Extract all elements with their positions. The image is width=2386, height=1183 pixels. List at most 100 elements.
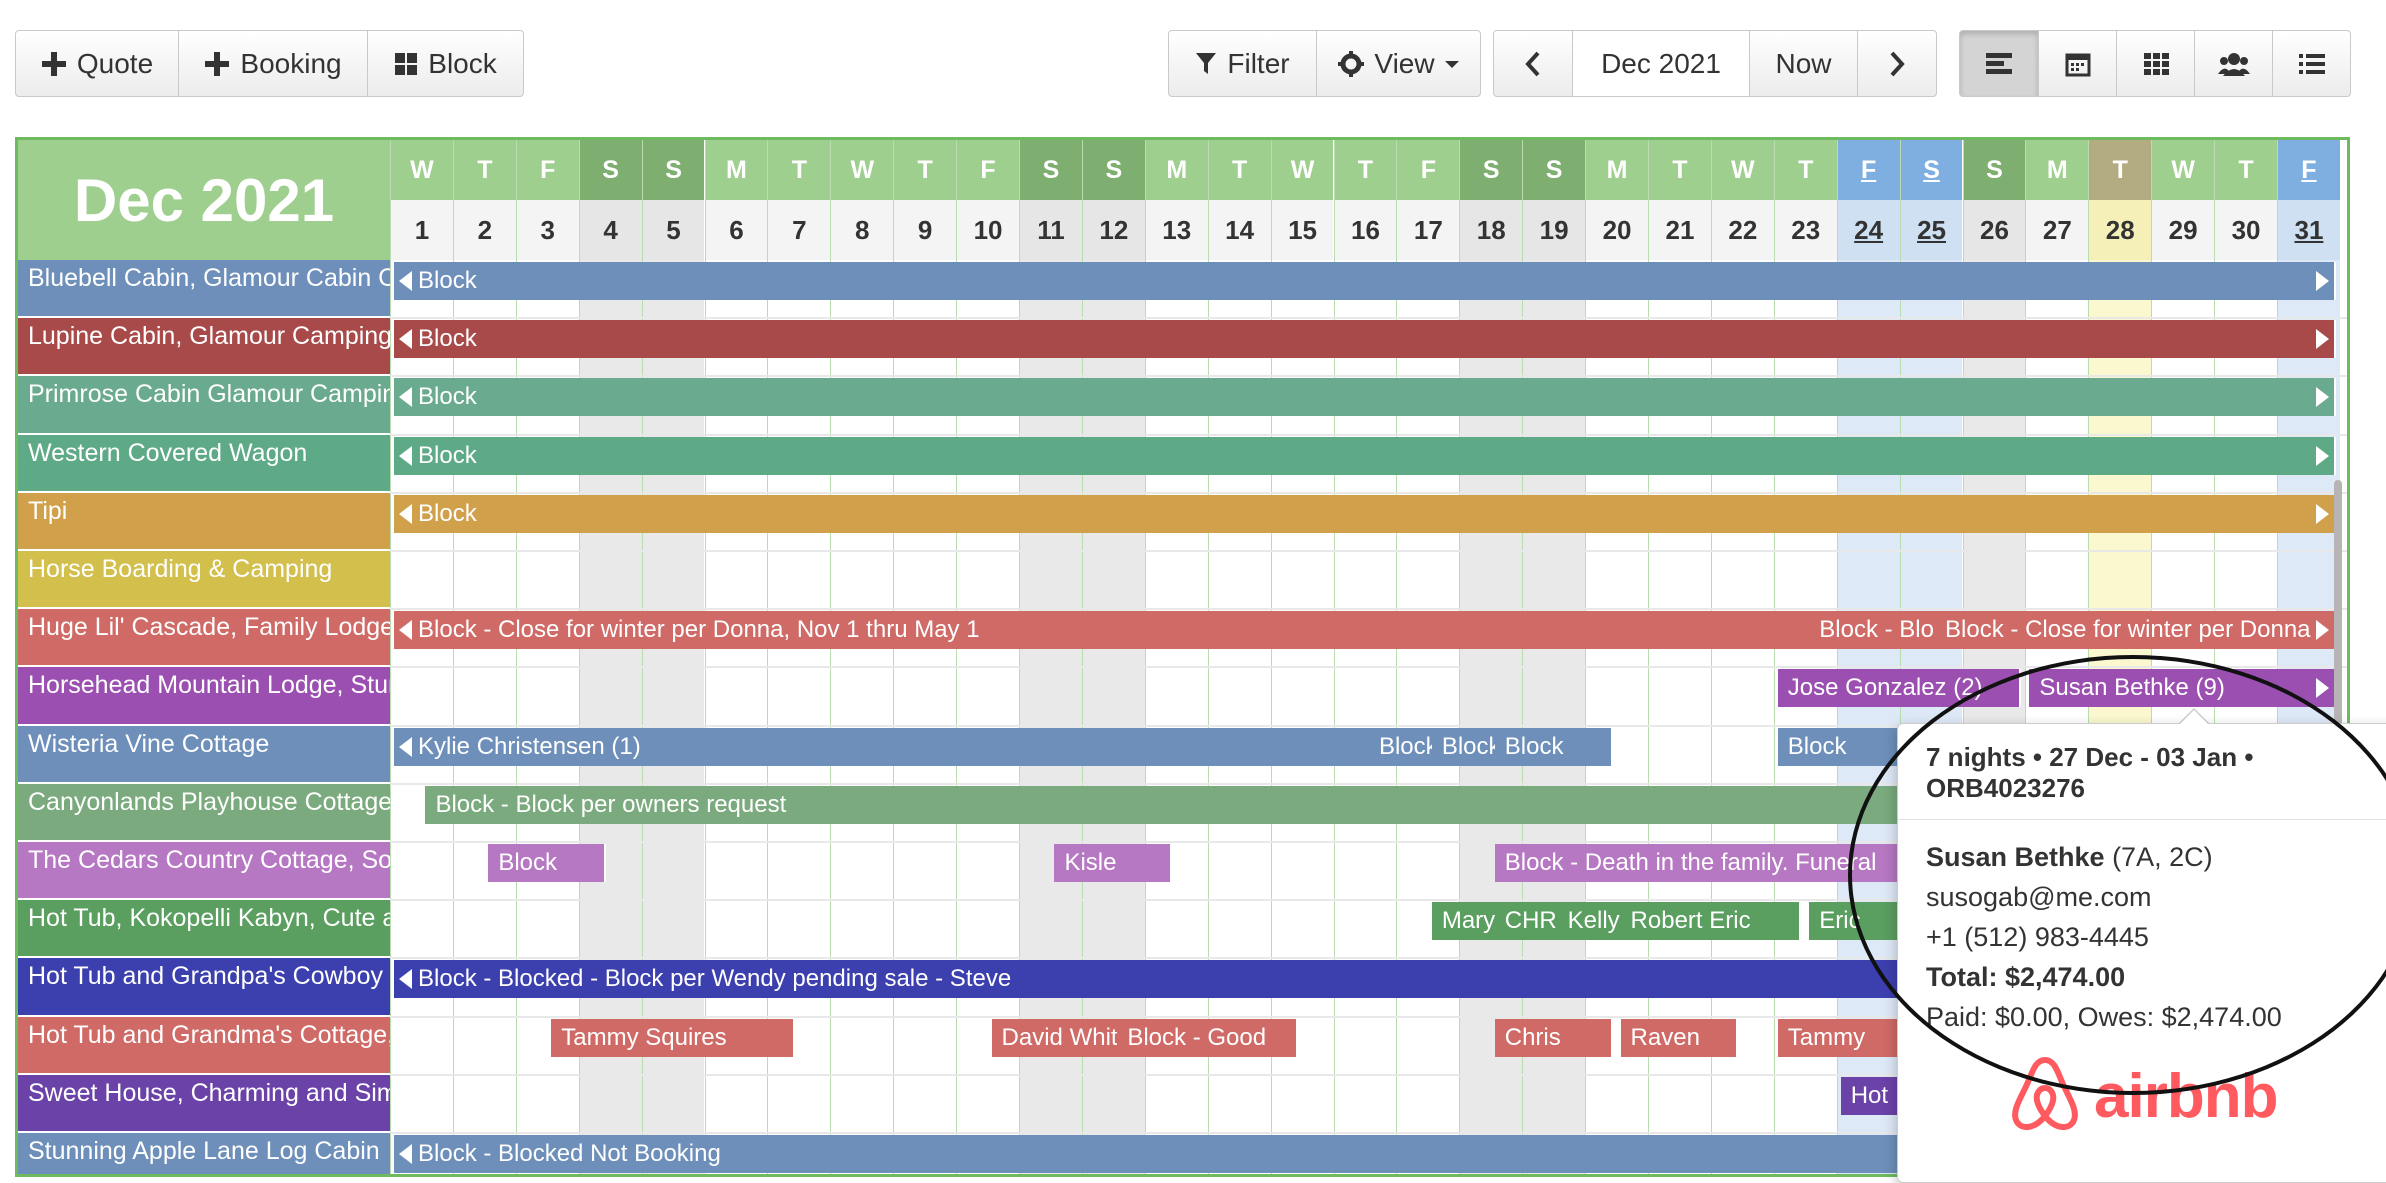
booking-bar-label: Block - Block per owners request: [435, 790, 787, 818]
next-month-button[interactable]: [1857, 30, 1937, 97]
day-number-label[interactable]: 16: [1334, 200, 1397, 260]
booking-bar[interactable]: Block: [394, 494, 2336, 533]
day-number-label[interactable]: 9: [894, 200, 957, 260]
booking-bar[interactable]: Block: [394, 436, 2336, 475]
booking-popover: 7 nights • 27 Dec - 03 Jan • ORB4023276 …: [1897, 723, 2386, 1183]
booking-bar[interactable]: Jose Gonzalez (2): [1777, 669, 2022, 708]
list-view-button[interactable]: [2272, 30, 2351, 97]
day-number-label[interactable]: 26: [1963, 200, 2026, 260]
booking-bar[interactable]: Block - Close for winter per Donna, Nov …: [394, 611, 1865, 650]
day-number-label[interactable]: 13: [1145, 200, 1208, 260]
row-divider: [390, 1073, 2347, 1076]
day-number-label[interactable]: 18: [1460, 200, 1523, 260]
day-number-label[interactable]: 2: [453, 200, 516, 260]
property-row-label[interactable]: Wisteria Vine Cottage: [18, 725, 390, 784]
day-number-label[interactable]: 5: [642, 200, 705, 260]
booking-bar[interactable]: Block - Blocked - Block per Wendy pendin…: [394, 960, 1928, 999]
booking-bar[interactable]: Kisle: [1054, 844, 1173, 882]
day-number-label[interactable]: 25: [1900, 200, 1963, 260]
property-row-label[interactable]: Sweet House, Charming and Simple: [18, 1074, 390, 1133]
property-row-label[interactable]: Lupine Cabin, Glamour Camping, Sleeps: [18, 318, 390, 377]
day-number-label[interactable]: 31: [2278, 200, 2340, 260]
day-number-label[interactable]: 8: [831, 200, 894, 260]
day-number-label[interactable]: 3: [516, 200, 579, 260]
guest-email[interactable]: susogab@me.com: [1926, 882, 2152, 912]
prev-month-button[interactable]: [1493, 30, 1573, 97]
booking-bar[interactable]: Block - Close for winter per Donna: [1935, 611, 2336, 650]
booking-total: Total: $2,474.00: [1926, 962, 2126, 992]
booking-bar[interactable]: Block: [394, 262, 2336, 300]
booking-bar[interactable]: Block - Death in the family. Funeral: [1494, 844, 1928, 882]
booking-bar[interactable]: Block - Blocked Not Booking: [394, 1135, 1928, 1173]
property-row-label[interactable]: Horsehead Mountain Lodge, Stunning: [18, 667, 390, 726]
booking-bar[interactable]: Block - Block per owners request: [425, 785, 1928, 824]
continues-right-icon: [2315, 445, 2329, 466]
booking-bar[interactable]: Block - Good: [1117, 1018, 1299, 1057]
guest-phone[interactable]: +1 (512) 983-4445: [1926, 922, 2149, 952]
booking-bar[interactable]: Block: [394, 320, 2336, 359]
day-number-label[interactable]: 10: [957, 200, 1019, 260]
booking-button[interactable]: Booking: [178, 30, 368, 97]
property-row-label[interactable]: Tipi: [18, 492, 390, 551]
property-row-label[interactable]: Stunning Apple Lane Log Cabin: [18, 1133, 390, 1174]
day-of-week-label: F: [516, 140, 579, 200]
day-number-label[interactable]: 1: [391, 200, 453, 260]
day-number-label[interactable]: 30: [2215, 200, 2277, 260]
day-number-label[interactable]: 23: [1774, 200, 1837, 260]
property-row-label[interactable]: Canyonlands Playhouse Cottage, Sleeps: [18, 783, 390, 842]
current-month-display[interactable]: Dec 2021: [1572, 30, 1750, 97]
property-row-label[interactable]: Huge Lil' Cascade, Family Lodge, Sleeps: [18, 609, 390, 668]
booking-bar[interactable]: Robert Eric: [1620, 902, 1802, 941]
property-row-label[interactable]: Bluebell Cabin, Glamour Cabin Camping: [18, 260, 390, 319]
quote-button[interactable]: Quote: [15, 30, 179, 97]
booking-bar[interactable]: Block: [1494, 727, 1613, 766]
day-number-label[interactable]: 21: [1649, 200, 1711, 260]
view-dropdown[interactable]: View: [1316, 30, 1481, 97]
day-number-label[interactable]: 14: [1208, 200, 1271, 260]
day-number-label[interactable]: 22: [1711, 200, 1774, 260]
guests-view-button[interactable]: [2194, 30, 2273, 97]
day-of-week-label: F: [2278, 140, 2340, 200]
day-number-label[interactable]: 28: [2089, 200, 2152, 260]
day-number-label[interactable]: 29: [2152, 200, 2215, 260]
day-number-label[interactable]: 24: [1837, 200, 1900, 260]
grid-view-button[interactable]: [2116, 30, 2195, 97]
property-row-label[interactable]: Western Covered Wagon: [18, 434, 390, 493]
property-row-label[interactable]: Horse Boarding & Camping: [18, 551, 390, 610]
filter-button[interactable]: Filter: [1168, 30, 1317, 97]
day-number-label[interactable]: 4: [579, 200, 642, 260]
day-number-label[interactable]: 7: [768, 200, 831, 260]
block-button[interactable]: Block: [367, 30, 524, 97]
calendar-view-button[interactable]: [2038, 30, 2117, 97]
day-number-label[interactable]: 12: [1082, 200, 1145, 260]
booking-bar[interactable]: Raven: [1620, 1018, 1739, 1057]
day-number-label[interactable]: 15: [1271, 200, 1334, 260]
day-of-week-label: F: [957, 140, 1019, 200]
day-of-week-label: T: [894, 140, 957, 200]
day-of-week-label: M: [2026, 140, 2089, 200]
booking-bar[interactable]: Chris: [1494, 1018, 1613, 1057]
booking-bar[interactable]: Block: [488, 844, 607, 882]
booking-bar[interactable]: Tammy Squires: [551, 1018, 795, 1057]
property-row-label[interactable]: The Cedars Country Cottage, Solitude: [18, 842, 390, 901]
day-number-label[interactable]: 11: [1020, 200, 1082, 260]
booking-bar-label: Chris: [1504, 1023, 1561, 1051]
day-column: T 21: [1648, 140, 1711, 1174]
property-row-label[interactable]: Hot Tub, Kokopelli Kabyn, Cute and Cozy: [18, 900, 390, 959]
property-row-label[interactable]: Hot Tub and Grandma's Cottage, Sleeps: [18, 1016, 390, 1075]
day-number-label[interactable]: 20: [1586, 200, 1648, 260]
booking-bar[interactable]: Kylie Christensen (1): [394, 727, 1424, 766]
continues-right-icon: [2315, 678, 2329, 699]
day-number-label[interactable]: 27: [2026, 200, 2089, 260]
property-row-label[interactable]: Hot Tub and Grandpa's Cowboy Cabin: [18, 958, 390, 1017]
day-number-label[interactable]: 19: [1523, 200, 1586, 260]
day-number-label[interactable]: 6: [705, 200, 768, 260]
timeline-view-button[interactable]: [1959, 30, 2039, 97]
booking-bar[interactable]: Susan Bethke (9): [2029, 669, 2336, 708]
booking-bar[interactable]: Block: [394, 378, 2336, 417]
now-button[interactable]: Now: [1749, 30, 1858, 97]
property-row-label[interactable]: Primrose Cabin Glamour Camping, Sleeps: [18, 376, 390, 435]
day-number-label[interactable]: 17: [1397, 200, 1460, 260]
grid-icon: [2143, 52, 2169, 76]
